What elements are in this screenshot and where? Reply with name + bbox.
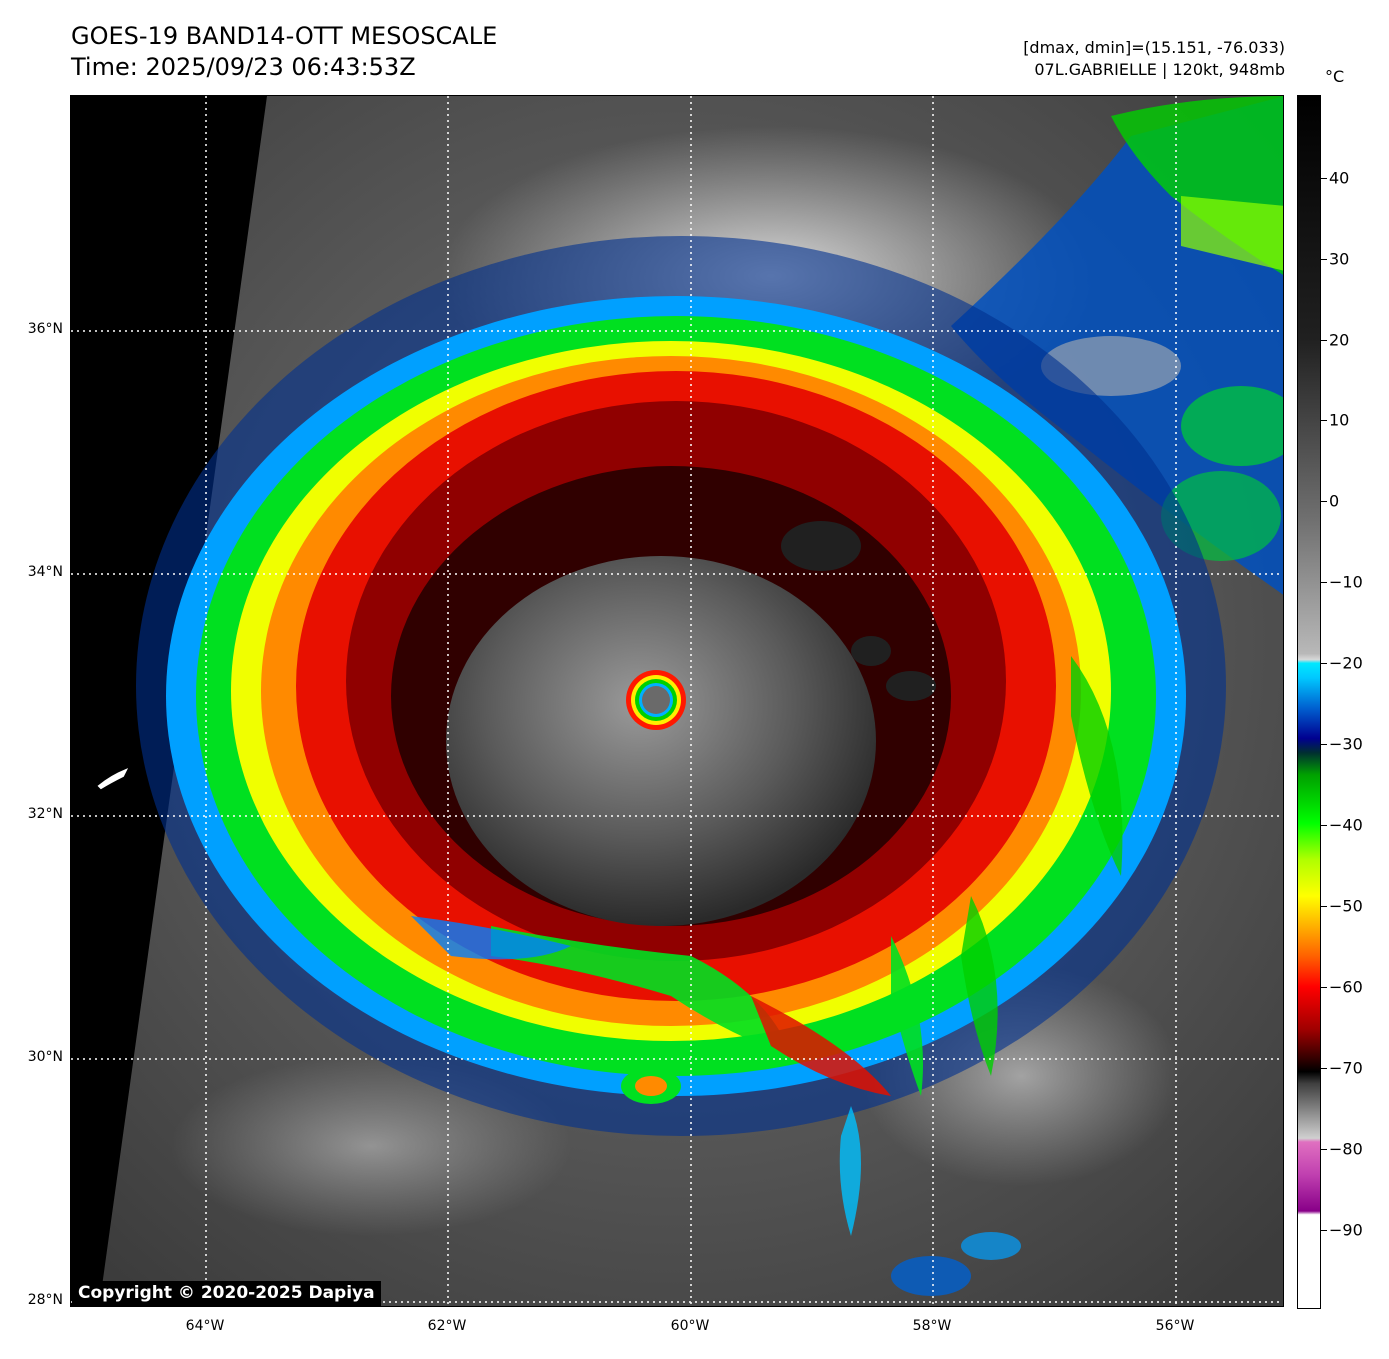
satellite-image (70, 95, 1284, 1307)
colorbar-tick-label: −40 (1329, 815, 1363, 835)
convective-cell (635, 1076, 667, 1096)
colorbar-tick-label: 40 (1329, 168, 1350, 188)
convective-cell (891, 1256, 971, 1296)
rain-band (411, 916, 571, 960)
rain-band (751, 996, 891, 1096)
rain-band (891, 936, 923, 1096)
copyright-notice: Copyright © 2020-2025 Dapiya (72, 1281, 381, 1306)
overshooting-top (851, 636, 891, 666)
overshooting-top (886, 671, 936, 701)
rain-band (961, 896, 998, 1076)
dmax-dmin-info: [dmax, dmin]=(15.151, -76.033) (1023, 38, 1285, 57)
bermuda-island (97, 768, 129, 790)
longitude-label: 60°W (670, 1318, 710, 1334)
colorbar-tick-label: −10 (1329, 572, 1363, 592)
rain-band (839, 1106, 861, 1236)
grid-lines (71, 96, 1283, 1306)
observation-time: Time: 2025/09/23 06:43:53Z (71, 53, 416, 81)
central-dense-overcast (446, 556, 876, 926)
colorbar-tick-label: −50 (1329, 896, 1363, 916)
colorbar-tick-label: 10 (1329, 410, 1350, 430)
latitude-label: 28°N (27, 1292, 63, 1308)
latitude-label: 32°N (27, 806, 63, 822)
colorbar-tick-label: −70 (1329, 1058, 1363, 1078)
colorbar-tick-label: 30 (1329, 249, 1350, 269)
latitude-label: 30°N (27, 1049, 63, 1065)
colorbar-tick-label: −90 (1329, 1220, 1363, 1240)
longitude-label: 56°W (1155, 1318, 1195, 1334)
temperature-colorbar (1297, 95, 1321, 1309)
storm-info: 07L.GABRIELLE | 120kt, 948mb (1034, 60, 1285, 79)
colorbar-tick-label: −20 (1329, 653, 1363, 673)
overshooting-top (781, 521, 861, 571)
satellite-imagery (71, 96, 1283, 1306)
rain-band (1071, 656, 1123, 876)
longitude-label: 58°W (912, 1318, 952, 1334)
latitude-label: 34°N (27, 564, 63, 580)
colorbar-tick-label: −80 (1329, 1139, 1363, 1159)
convective-cell (961, 1232, 1021, 1260)
colorbar-tick-label: 20 (1329, 330, 1350, 350)
map-title: GOES-19 BAND14-OTT MESOSCALE (71, 22, 498, 50)
northeast-band (1181, 196, 1283, 271)
colorbar-tick-label: −60 (1329, 977, 1363, 997)
latitude-label: 36°N (27, 321, 63, 337)
hurricane-eye (642, 686, 670, 714)
colorbar-tick-label: −30 (1329, 734, 1363, 754)
colorbar-tick-label: 0 (1329, 491, 1340, 511)
colorbar-unit: °C (1325, 67, 1345, 86)
northeast-band (1181, 386, 1283, 466)
longitude-label: 64°W (185, 1318, 225, 1334)
longitude-label: 62°W (427, 1318, 467, 1334)
rain-band (491, 926, 791, 1056)
